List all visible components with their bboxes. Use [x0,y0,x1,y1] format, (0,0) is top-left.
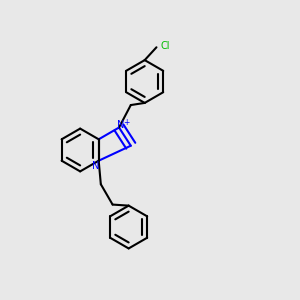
Text: Cl: Cl [160,41,170,51]
Text: N: N [92,161,99,171]
Text: +: + [123,118,130,127]
Text: N: N [117,120,124,130]
